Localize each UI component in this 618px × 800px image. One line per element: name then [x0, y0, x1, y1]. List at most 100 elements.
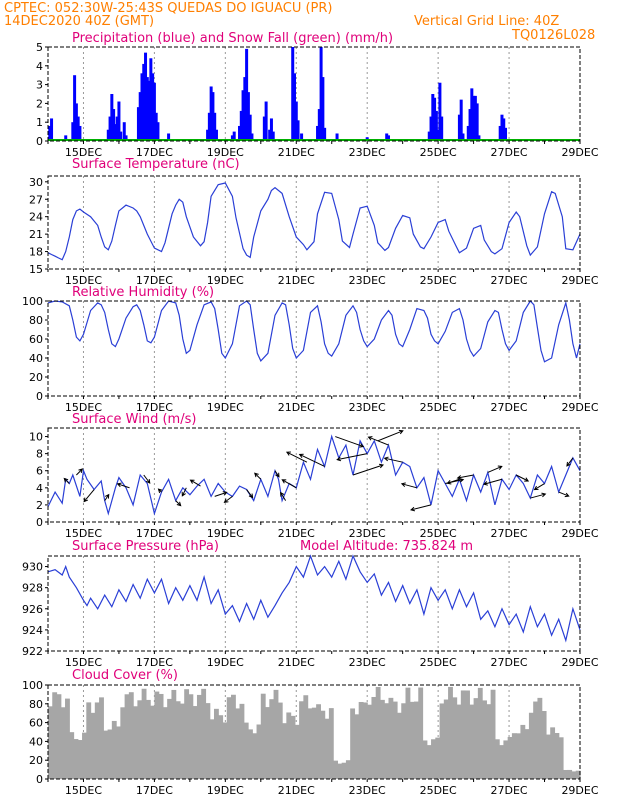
precip-bar	[475, 103, 479, 141]
wind-arrow	[533, 483, 545, 491]
precip-bar	[145, 77, 149, 141]
precip-bar	[317, 109, 321, 141]
wind-arrow	[63, 477, 70, 484]
humidity-y-tick-label: 20	[29, 371, 43, 384]
precip-bar	[106, 129, 110, 141]
cloud-bar	[269, 699, 275, 779]
precip-bar	[138, 92, 142, 141]
temperature-x-tick-label: 25DEC	[420, 274, 457, 287]
precip-bar	[243, 77, 247, 141]
cloud-bar	[133, 706, 138, 779]
wind-arrow	[175, 500, 182, 507]
cloud-bar	[239, 703, 245, 779]
precip-bar	[300, 133, 304, 141]
pressure-series-line	[47, 554, 581, 643]
wind-arrow	[274, 470, 280, 478]
pressure-x-tick-label: 19DEC	[207, 656, 244, 669]
precipitation-frame	[47, 46, 581, 142]
cloud-bar	[388, 697, 394, 779]
humidity-x-tick-label: 29DEC	[561, 401, 598, 414]
cloud-bar	[124, 694, 130, 779]
cloud-bar	[350, 708, 356, 779]
precip-bar	[264, 101, 268, 141]
precip-bar	[436, 129, 440, 141]
precip-bar	[136, 107, 140, 141]
temperature-series-line	[47, 182, 581, 261]
precip-bar	[112, 109, 116, 141]
humidity-y-tick-label: 0	[36, 390, 43, 403]
precip-bar	[122, 122, 126, 141]
precipitation-x-tick-label: 23DEC	[349, 146, 386, 159]
precip-bar	[209, 86, 213, 141]
precipitation-x-tick-label: 15DEC	[65, 146, 102, 159]
cloud-bar	[354, 714, 360, 779]
wind-x-tick-label: 21DEC	[278, 527, 315, 540]
precipitation-y-tick-label: 1	[36, 116, 43, 129]
cloud-x-tick-label: 23DEC	[349, 784, 386, 797]
precip-bar	[48, 125, 52, 141]
cloud-bar	[77, 740, 83, 779]
precip-bar	[323, 127, 327, 141]
cloud-bar	[209, 719, 215, 779]
wind-arrow	[410, 504, 432, 512]
precip-bar	[316, 125, 320, 141]
cloud-bar	[567, 769, 573, 779]
precipitation-panel: Precipitation (blue) and Snow Fall (gree…	[36, 31, 599, 159]
pressure-y-tick-label: 928	[22, 582, 43, 595]
wind-arrow	[352, 463, 385, 476]
wind-x-tick-label: 23DEC	[349, 527, 386, 540]
wind-x-tick-label: 27DEC	[491, 527, 528, 540]
humidity-y-tick-label: 100	[22, 295, 43, 308]
wind-arrow	[189, 479, 201, 487]
wind-y-tick-label: 4	[36, 482, 43, 495]
cloud-bar	[541, 710, 547, 779]
precipitation-title: Precipitation (blue) and Snow Fall (gree…	[72, 31, 393, 46]
cloud-bar	[231, 694, 236, 779]
cloud-bar	[303, 695, 309, 779]
cloud-y-tick-label: 100	[22, 679, 43, 692]
cloud-bar	[409, 701, 415, 779]
temperature-title: Surface Temperature (nC)	[72, 157, 240, 172]
precip-bar	[152, 82, 156, 141]
precip-bar	[291, 47, 295, 141]
precip-bar	[434, 110, 438, 141]
cloud-bar	[494, 739, 500, 779]
cloud-bar	[107, 729, 113, 779]
pressure-panel: Surface Pressure (hPa) Model Altitude: 73…	[22, 539, 599, 669]
cloud-bar	[60, 707, 66, 779]
wind-arrow	[298, 453, 325, 467]
cloud-bar	[192, 706, 198, 779]
precip-bar	[239, 110, 243, 141]
temperature-x-tick-label: 19DEC	[207, 274, 244, 287]
cloud-y-tick-label: 80	[29, 698, 43, 711]
cloud-bar	[528, 712, 534, 779]
cloud-bar	[205, 703, 211, 779]
precip-bar	[294, 101, 298, 141]
temperature-y-tick-label: 15	[29, 263, 43, 276]
wind-arrow	[530, 492, 547, 499]
wind-x-tick-label: 17DEC	[136, 527, 173, 540]
cloud-bar	[248, 729, 253, 779]
wind-arrow	[181, 487, 187, 497]
cloud-bar	[235, 708, 241, 779]
pressure-x-tick-label: 17DEC	[136, 656, 173, 669]
cloud-bar	[469, 704, 475, 779]
wind-arrow	[143, 474, 151, 484]
wind-arrow	[377, 429, 404, 442]
cloud-y-tick-label: 20	[29, 754, 43, 767]
cloud-x-tick-label: 21DEC	[278, 784, 315, 797]
cloud-bar	[345, 760, 351, 779]
precip-bar	[498, 125, 502, 141]
cloud-bar	[222, 722, 228, 779]
precipitation-y-tick-label: 5	[36, 41, 43, 54]
wind-arrow	[254, 472, 262, 480]
precipitation-y-tick-label: 3	[36, 79, 43, 92]
cloud-bar	[490, 689, 496, 779]
precip-bar	[504, 127, 508, 141]
cloud-panel: Cloud Cover (%) 0 20 40 60 80 100 15DEC 17DEC 19D…	[22, 668, 599, 797]
precipitation-y-tick-label: 4	[36, 60, 43, 73]
pressure-x-tick-label: 27DEC	[491, 656, 528, 669]
humidity-title: Relative Humidity (%)	[72, 285, 214, 300]
cloud-bar	[448, 686, 453, 779]
